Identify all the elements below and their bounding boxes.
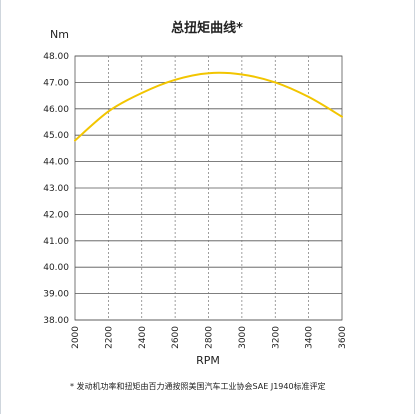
y-tick-label: 41.00 <box>43 237 69 247</box>
x-tick-label: 2400 <box>138 326 148 349</box>
footnote: * 发动机功率和扭矩由百力通按照美国汽车工业协会SAE J1940标准评定 <box>70 381 326 391</box>
y-tick-label: 43.00 <box>43 184 69 194</box>
x-tick-label: 3400 <box>305 326 315 349</box>
y-tick-labels: 48.00 47.00 46.00 45.00 44.00 43.00 42.00 41.00… <box>43 52 69 326</box>
x-tick-label: 2600 <box>171 326 181 349</box>
y-tick-label: 48.00 <box>43 52 69 62</box>
y-tick-label: 46.00 <box>43 105 69 115</box>
x-tick-label: 3000 <box>238 326 248 349</box>
y-tick-label: 39.00 <box>43 290 69 300</box>
grid <box>74 55 343 321</box>
chart-title: 总扭矩曲线* <box>171 20 243 36</box>
torque-line <box>74 71 343 142</box>
x-tick-label: 2200 <box>104 326 114 349</box>
x-axis-label: RPM <box>196 354 220 367</box>
y-tick-label: 45.00 <box>43 131 69 141</box>
y-tick-label: 44.00 <box>43 158 69 168</box>
y-tick-label: 38.00 <box>43 316 69 326</box>
x-tick-label: 3200 <box>271 326 281 349</box>
x-tick-label: 2800 <box>205 326 215 349</box>
series-group <box>74 71 343 142</box>
x-tick-labels: 2000 2200 2400 2600 2800 3000 3200 3400 3600 <box>71 326 348 349</box>
y-tick-label: 42.00 <box>43 210 69 220</box>
x-tick-label: 2000 <box>71 326 81 349</box>
y-axis-unit: Nm <box>50 28 69 41</box>
y-tick-label: 40.00 <box>43 263 69 273</box>
x-tick-label: 3600 <box>338 326 348 349</box>
y-tick-label: 47.00 <box>43 78 69 88</box>
